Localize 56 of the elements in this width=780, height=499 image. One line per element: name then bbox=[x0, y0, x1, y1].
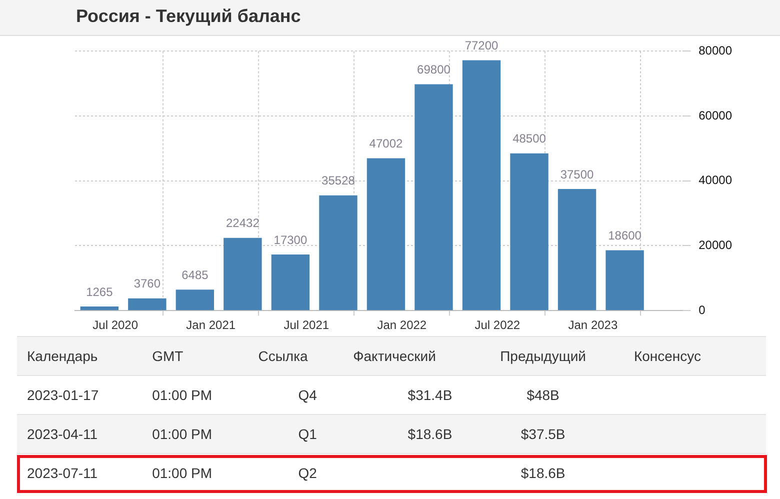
data-label: 47002 bbox=[369, 136, 403, 151]
data-label: 6485 bbox=[182, 268, 209, 282]
bar bbox=[271, 254, 310, 310]
y-tick-label: 60000 bbox=[698, 108, 732, 122]
y-tick-label: 0 bbox=[698, 302, 706, 317]
text: $18.6B bbox=[520, 465, 566, 481]
text: Q2 bbox=[298, 465, 317, 481]
category-label: Предыдущий bbox=[462, 336, 624, 376]
text: $37.5B bbox=[520, 426, 566, 442]
text: $31.4B bbox=[408, 387, 452, 403]
x-tick-label: Jul 2022 bbox=[474, 318, 520, 332]
data-label: 37500 bbox=[560, 167, 594, 182]
bar bbox=[414, 84, 453, 310]
category-label: Консенсус bbox=[624, 336, 766, 376]
text: 01:00 PM bbox=[152, 465, 212, 481]
text: Q1 bbox=[298, 426, 317, 442]
category-label: Фактический bbox=[326, 336, 462, 376]
data-label: 69800 bbox=[417, 62, 451, 77]
x-tick-label: Jan 2021 bbox=[186, 318, 236, 332]
bar bbox=[128, 298, 166, 310]
category-label: 2023-01-17 bbox=[27, 387, 99, 403]
bar bbox=[176, 290, 214, 310]
category-label: Ссылка bbox=[248, 336, 327, 376]
data-label: 3760 bbox=[134, 276, 161, 291]
category-label: Календарь bbox=[17, 336, 142, 376]
text: Q4 bbox=[298, 387, 317, 403]
bar bbox=[462, 60, 501, 310]
y-tick-label: 80000 bbox=[698, 44, 732, 58]
chart-title: Россия - Текущий баланс bbox=[76, 6, 301, 27]
text: 01:00 PM bbox=[152, 426, 212, 442]
category-label: 2023-07-11 bbox=[27, 465, 98, 481]
text: $18.6B bbox=[408, 426, 452, 442]
x-tick-label: Jan 2022 bbox=[377, 318, 427, 332]
bar bbox=[606, 250, 644, 310]
bar bbox=[558, 189, 596, 310]
data-label: 35528 bbox=[322, 174, 356, 188]
y-tick-label: 20000 bbox=[698, 238, 732, 252]
bar bbox=[510, 153, 548, 310]
text: $48B bbox=[526, 387, 560, 403]
x-tick-label: Jan 2023 bbox=[568, 318, 618, 332]
data-label: 1265 bbox=[86, 284, 114, 299]
data-label: 18600 bbox=[608, 228, 642, 243]
bar bbox=[224, 238, 262, 310]
data-label: 22432 bbox=[226, 216, 260, 230]
bar bbox=[319, 195, 358, 310]
bar bbox=[80, 306, 119, 310]
category-label: GMT bbox=[142, 336, 248, 376]
bar bbox=[366, 158, 406, 310]
data-label: 48500 bbox=[512, 132, 546, 146]
data-label: 77200 bbox=[464, 38, 499, 53]
y-tick-label: 40000 bbox=[698, 173, 732, 188]
x-tick-label: Jul 2020 bbox=[92, 318, 138, 332]
x-tick-label: Jul 2021 bbox=[284, 318, 330, 332]
text: 01:00 PM bbox=[152, 387, 212, 403]
category-label: 2023-04-11 bbox=[27, 426, 98, 442]
data-label: 17300 bbox=[274, 232, 308, 247]
